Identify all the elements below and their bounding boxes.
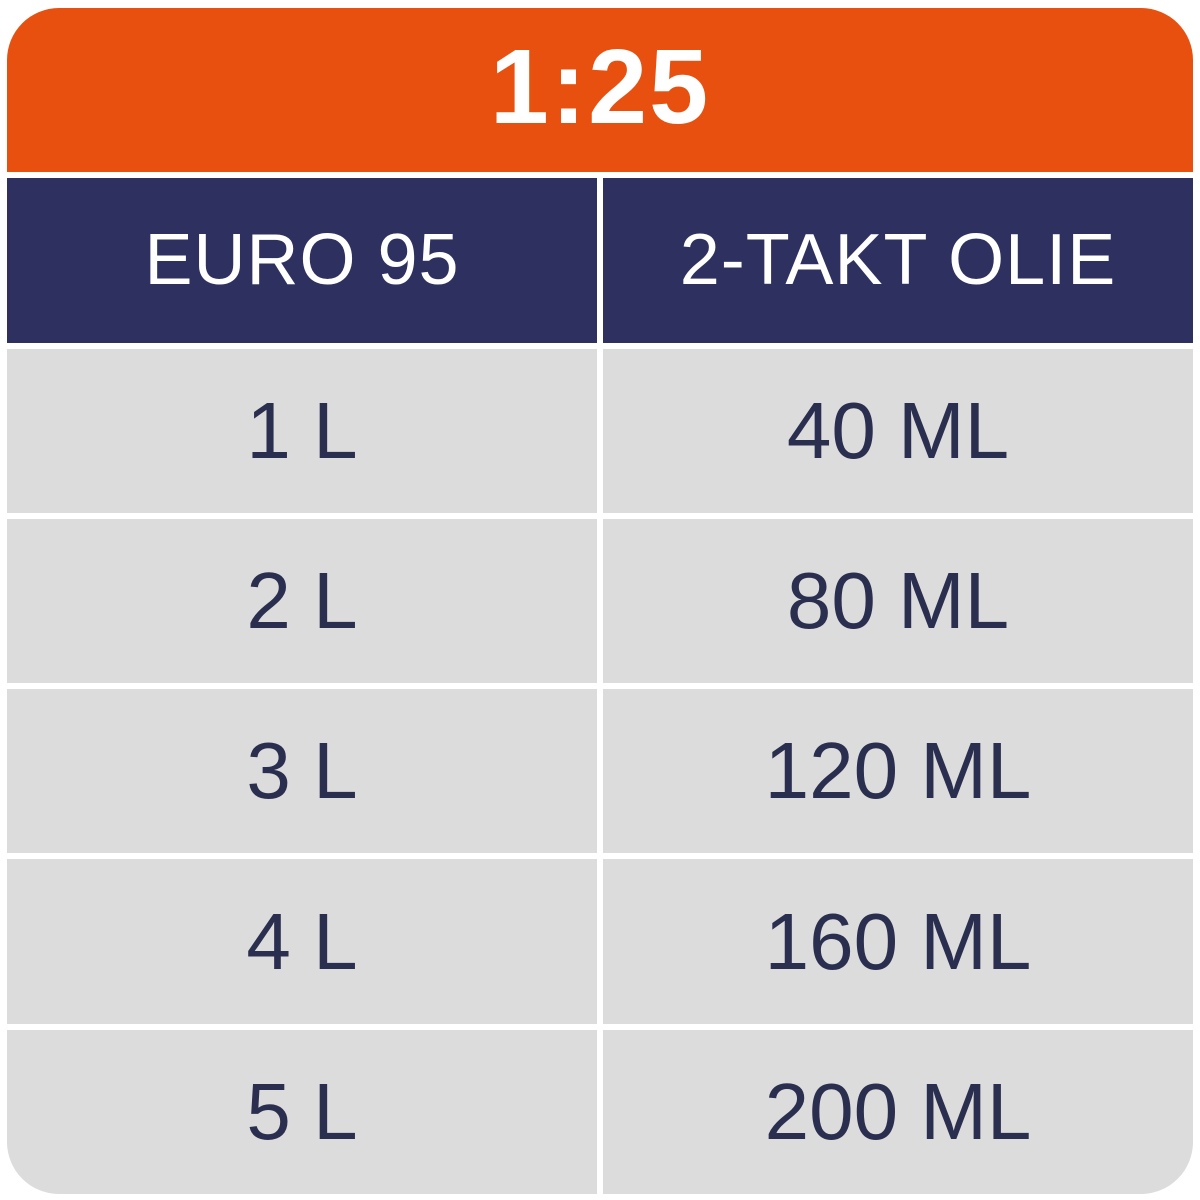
fuel-amount-cell: 2 L bbox=[7, 518, 597, 684]
oil-amount-cell: 80 ML bbox=[603, 518, 1193, 684]
table-row: 4 L 160 ML bbox=[7, 859, 1193, 1024]
table-row: 1 L 40 ML bbox=[7, 348, 1193, 513]
oil-amount-cell: 40 ML bbox=[603, 348, 1193, 513]
fuel-amount-cell: 1 L bbox=[7, 348, 597, 513]
fuel-amount-cell: 5 L bbox=[7, 1029, 597, 1194]
oil-amount-cell: 120 ML bbox=[603, 689, 1193, 854]
mix-ratio-card: 1:25 EURO 95 2-TAKT OLIE 1 L 40 ML 2 L 8… bbox=[7, 8, 1193, 1194]
ratio-banner: 1:25 bbox=[7, 8, 1193, 173]
column-header-2takt-olie: 2-TAKT OLIE bbox=[603, 178, 1193, 343]
oil-amount-cell: 160 ML bbox=[603, 859, 1193, 1024]
fuel-amount-cell: 3 L bbox=[7, 689, 597, 854]
table-row: 5 L 200 ML bbox=[7, 1029, 1193, 1194]
column-header-euro95: EURO 95 bbox=[7, 178, 597, 343]
ratio-label: 1:25 bbox=[489, 28, 711, 147]
fuel-amount-cell: 4 L bbox=[7, 859, 597, 1024]
table-row: 3 L 120 ML bbox=[7, 689, 1193, 854]
oil-amount-cell: 200 ML bbox=[603, 1029, 1193, 1194]
table-header-row: EURO 95 2-TAKT OLIE bbox=[7, 178, 1193, 343]
table-row: 2 L 80 ML bbox=[7, 518, 1193, 684]
